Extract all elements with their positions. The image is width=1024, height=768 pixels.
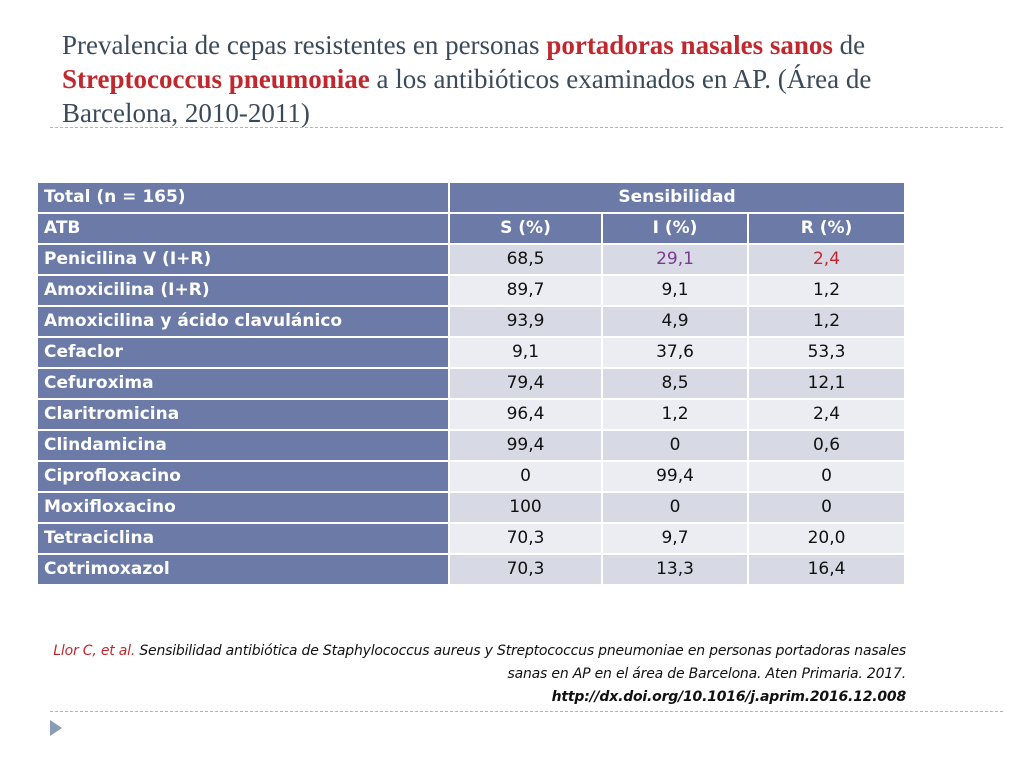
value-cell-r: 0 xyxy=(747,460,906,493)
value-cell-r: 1,2 xyxy=(747,274,906,307)
value-cell-i: 13,3 xyxy=(601,553,749,586)
value-cell-r: 2,4 xyxy=(747,243,906,276)
value-cell-i: 1,2 xyxy=(601,398,749,431)
slide-title: Prevalencia de cepas resistentes en pers… xyxy=(62,28,992,130)
value-cell-s: 68,5 xyxy=(448,243,603,276)
value-cell-i: 29,1 xyxy=(601,243,749,276)
antibiotic-name-cell: Cotrimoxazol xyxy=(36,553,450,586)
value-cell-r: 16,4 xyxy=(747,553,906,586)
triangle-bullet-icon xyxy=(50,720,62,736)
antibiotic-name-cell: Ciprofloxacino xyxy=(36,460,450,493)
title-text-2: de xyxy=(832,30,866,60)
antibiotic-name-cell: Claritromicina xyxy=(36,398,450,431)
antibiotic-name-cell: Penicilina V (I+R) xyxy=(36,243,450,276)
antibiotic-name-cell: Amoxicilina y ácido clavulánico xyxy=(36,305,450,338)
value-cell-i: 0 xyxy=(601,491,749,524)
sensitivity-table: Total (n = 165) Sensibilidad ATB S (%) I… xyxy=(36,181,906,586)
table-row: Amoxicilina (I+R) 89,7 9,1 1,2 xyxy=(36,274,906,307)
antibiotic-name-cell: Amoxicilina (I+R) xyxy=(36,274,450,307)
sensitivity-group-header: Sensibilidad xyxy=(448,181,906,214)
value-cell-r: 12,1 xyxy=(747,367,906,400)
table-row: Penicilina V (I+R) 68,5 29,1 2,4 xyxy=(36,243,906,276)
value-cell-r: 53,3 xyxy=(747,336,906,369)
value-cell-s: 93,9 xyxy=(448,305,603,338)
table-row: Cefuroxima 79,4 8,5 12,1 xyxy=(36,367,906,400)
antibiotic-name-cell: Tetraciclina xyxy=(36,522,450,555)
col-header-atb: ATB xyxy=(36,212,450,245)
table-row: Moxifloxacino 100 0 0 xyxy=(36,491,906,524)
title-highlight-organism: Streptococcus pneumoniae xyxy=(62,64,370,94)
table-row: Ciprofloxacino 0 99,4 0 xyxy=(36,460,906,493)
table-header-row-total: Total (n = 165) Sensibilidad xyxy=(36,181,906,214)
value-cell-r: 1,2 xyxy=(747,305,906,338)
value-cell-i: 9,1 xyxy=(601,274,749,307)
col-header-r: R (%) xyxy=(747,212,906,245)
value-cell-r: 0,6 xyxy=(747,429,906,462)
value-cell-r: 0 xyxy=(747,491,906,524)
antibiotic-name-cell: Cefuroxima xyxy=(36,367,450,400)
table-row: Cefaclor 9,1 37,6 53,3 xyxy=(36,336,906,369)
value-cell-i: 37,6 xyxy=(601,336,749,369)
col-header-s: S (%) xyxy=(448,212,603,245)
table-row: Amoxicilina y ácido clavulánico 93,9 4,9 1,… xyxy=(36,305,906,338)
value-cell-s: 9,1 xyxy=(448,336,603,369)
antibiotic-name-cell: Moxifloxacino xyxy=(36,491,450,524)
citation-author: Llor C, et al. xyxy=(53,643,136,659)
value-cell-s: 0 xyxy=(448,460,603,493)
value-cell-i: 9,7 xyxy=(601,522,749,555)
table-row: Claritromicina 96,4 1,2 2,4 xyxy=(36,398,906,431)
value-cell-i: 99,4 xyxy=(601,460,749,493)
value-cell-i: 0 xyxy=(601,429,749,462)
value-cell-s: 89,7 xyxy=(448,274,603,307)
table-body: Penicilina V (I+R) 68,5 29,1 2,4 Amoxicilina… xyxy=(36,243,906,586)
title-highlight-carriers: portadoras nasales sanos xyxy=(546,30,833,60)
value-cell-s: 79,4 xyxy=(448,367,603,400)
footer-divider xyxy=(50,711,1003,712)
value-cell-s: 100 xyxy=(448,491,603,524)
title-text-1: Prevalencia de cepas resistentes en pers… xyxy=(62,30,547,60)
table-row: Cotrimoxazol 70,3 13,3 16,4 xyxy=(36,553,906,586)
value-cell-s: 96,4 xyxy=(448,398,603,431)
col-header-i: I (%) xyxy=(601,212,749,245)
value-cell-i: 8,5 xyxy=(601,367,749,400)
reference-citation: Llor C, et al. Sensibilidad antibiótica … xyxy=(26,640,906,709)
table-row: Clindamicina 99,4 0 0,6 xyxy=(36,429,906,462)
value-cell-r: 2,4 xyxy=(747,398,906,431)
title-divider xyxy=(50,127,1003,128)
value-cell-s: 70,3 xyxy=(448,553,603,586)
value-cell-s: 70,3 xyxy=(448,522,603,555)
table-header-row-columns: ATB S (%) I (%) R (%) xyxy=(36,212,906,245)
value-cell-r: 20,0 xyxy=(747,522,906,555)
antibiotic-name-cell: Cefaclor xyxy=(36,336,450,369)
table-row: Tetraciclina 70,3 9,7 20,0 xyxy=(36,522,906,555)
antibiotic-name-cell: Clindamicina xyxy=(36,429,450,462)
total-header: Total (n = 165) xyxy=(36,181,450,214)
citation-doi-link[interactable]: http://dx.doi.org/10.1016/j.aprim.2016.1… xyxy=(551,689,907,705)
citation-text: Sensibilidad antibiótica de Staphylococc… xyxy=(135,643,906,682)
title-text-3: a los antibióticos examinados en AP. (Ár… xyxy=(62,64,872,128)
value-cell-i: 4,9 xyxy=(601,305,749,338)
value-cell-s: 99,4 xyxy=(448,429,603,462)
